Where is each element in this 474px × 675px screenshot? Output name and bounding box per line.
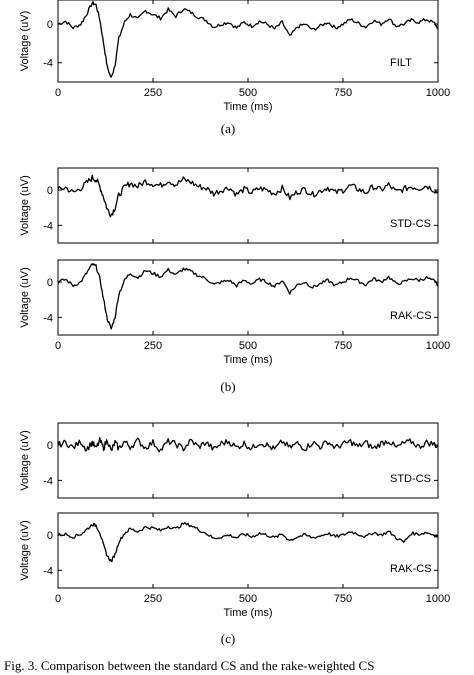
x-tick-label: 1000 (426, 87, 450, 99)
x-tick-label: 250 (144, 340, 162, 352)
panel-label: STD-CS (390, 473, 431, 485)
y-tick-label: 0 (47, 440, 53, 452)
x-tick-label: 0 (55, 340, 61, 352)
x-tick-label: 750 (334, 593, 352, 605)
y-axis-label: Voltage (uV) (19, 175, 31, 236)
plot-frame-0 (57, 0, 439, 83)
x-tick-label: 500 (239, 340, 257, 352)
panel-label: RAK-CS (390, 563, 432, 575)
x-tick-label: 500 (239, 87, 257, 99)
x-tick-label: 0 (55, 593, 61, 605)
panel-caption: (a) (221, 121, 235, 136)
x-axis-label: Time (ms) (223, 607, 272, 619)
y-tick-label: 0 (47, 19, 53, 31)
y-axis-label: Voltage (uV) (19, 11, 31, 72)
panel-label: RAK-CS (390, 310, 432, 322)
y-axis-label: Voltage (uV) (19, 520, 31, 581)
y-tick-label: -4 (43, 565, 53, 577)
x-axis-label: Time (ms) (223, 354, 272, 366)
x-tick-label: 0 (55, 87, 61, 99)
y-tick-label: 0 (47, 185, 53, 197)
y-tick-label: -4 (43, 58, 53, 70)
plot-frame-3 (57, 422, 439, 499)
x-axis-label: Time (ms) (223, 101, 272, 113)
panel-caption: (c) (221, 631, 235, 646)
series-line-RAK-CS (57, 521, 439, 563)
y-tick-label: -4 (43, 220, 53, 232)
y-axis-label: Voltage (uV) (19, 430, 31, 491)
x-tick-label: 750 (334, 87, 352, 99)
series-line-STD-CS (57, 174, 439, 218)
panel-label: STD-CS (390, 218, 431, 230)
x-tick-label: 1000 (426, 340, 450, 352)
y-tick-label: -4 (43, 475, 53, 487)
series-line-STD-CS (57, 436, 439, 453)
plot-frame-1 (57, 167, 439, 244)
x-tick-label: 500 (239, 593, 257, 605)
x-tick-label: 750 (334, 340, 352, 352)
y-axis-label: Voltage (uV) (19, 267, 31, 328)
series-line-RAK-CS (57, 263, 438, 330)
x-tick-label: 1000 (426, 593, 450, 605)
series-line-FILT (57, 1, 439, 78)
x-tick-label: 250 (144, 87, 162, 99)
plot-frame-2 (57, 259, 439, 336)
plot-frame-4 (57, 512, 439, 589)
y-tick-label: -4 (43, 312, 53, 324)
x-tick-label: 250 (144, 593, 162, 605)
panel-label: FILT (390, 57, 412, 69)
figure-caption: Fig. 3. Comparison between the standard … (4, 658, 374, 673)
y-tick-label: 0 (47, 530, 53, 542)
panel-caption: (b) (220, 379, 235, 394)
y-tick-label: 0 (47, 277, 53, 289)
